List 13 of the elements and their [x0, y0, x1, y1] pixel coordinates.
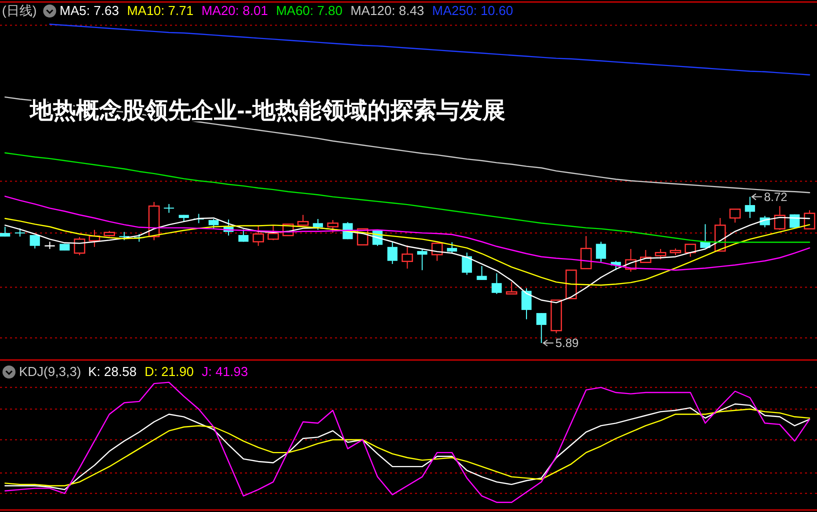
chart-subtitle: (日线) — [2, 3, 37, 18]
text: MA20: 8.01 — [201, 3, 268, 18]
series-label: J: 41.93 — [202, 364, 248, 379]
annotation: 5.89 — [555, 336, 580, 350]
text: MA120: 8.43 — [350, 3, 424, 18]
text: MA10: 7.71 — [126, 3, 194, 18]
text: K: 28.58 — [88, 364, 137, 379]
chart-title: KDJ(9,3,3) — [19, 364, 82, 379]
text: MA60: 7.80 — [276, 3, 342, 18]
text: MA5: 7.63 — [60, 3, 119, 18]
annotation: 8.72 — [764, 190, 788, 204]
text: D: 21.90 — [144, 364, 194, 379]
text: MA250: 10.60 — [432, 3, 514, 18]
